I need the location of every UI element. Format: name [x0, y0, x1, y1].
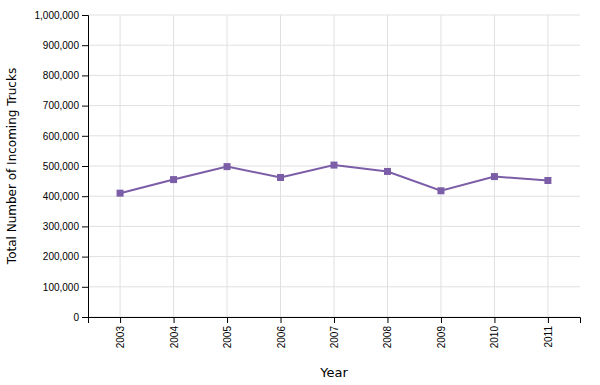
x-grid: [120, 15, 548, 317]
y-tick-label: 1,000,000: [35, 10, 80, 21]
x-tick-mark: [227, 317, 228, 323]
y-tick-mark: [82, 287, 88, 288]
y-tick-label: 300,000: [43, 221, 80, 232]
y-tick-mark: [82, 45, 88, 46]
marker: [331, 162, 338, 169]
x-tick-label: 2010: [489, 326, 500, 349]
x-tick-label: 2009: [436, 326, 447, 349]
y-tick: 400,000: [43, 191, 88, 202]
chart: 2003 2004 2005 2006 2007 2008 2009 2010 2011 0 100…: [0, 0, 600, 385]
x-tick: 2007: [329, 317, 340, 348]
y-tick-mark: [82, 15, 88, 16]
marker: [277, 174, 284, 181]
x-tick-mark: [120, 317, 121, 323]
grid-line: [387, 15, 388, 317]
x-tick: 2008: [382, 317, 393, 348]
y-tick-mark: [82, 75, 88, 76]
grid-line: [120, 15, 121, 317]
grid-line: [547, 15, 548, 317]
y-tick: 800,000: [43, 70, 88, 81]
y-tick-mark: [82, 106, 88, 107]
plot-area: 2003 2004 2005 2006 2007 2008 2009 2010 2011 0 100…: [35, 10, 581, 349]
x-axis: 2003 2004 2005 2006 2007 2008 2009 2010 2011: [89, 317, 581, 348]
y-tick: 700,000: [43, 100, 88, 111]
y-tick: 200,000: [43, 251, 88, 262]
y-tick: 1,000,000: [35, 10, 89, 21]
y-tick: 300,000: [43, 221, 88, 232]
x-tick-label: 2006: [276, 326, 287, 349]
x-tick: 2003: [115, 317, 126, 348]
line: [120, 165, 548, 193]
x-tick: 2004: [169, 317, 180, 348]
marker: [544, 177, 551, 184]
x-tick: 2005: [222, 317, 233, 348]
x-tick-mark: [494, 317, 495, 323]
x-tick-label: 2005: [222, 326, 233, 349]
y-tick-label: 500,000: [43, 161, 80, 172]
x-tick-mark: [441, 317, 442, 323]
y-tick: 900,000: [43, 40, 88, 51]
x-tick: 2011: [543, 317, 554, 348]
y-tick-mark: [82, 317, 88, 318]
x-tick-label: 2003: [115, 326, 126, 349]
y-tick: 500,000: [43, 161, 88, 172]
y-tick-mark: [82, 136, 88, 137]
y-tick: 100,000: [43, 282, 88, 293]
x-tick-mark: [174, 317, 175, 323]
x-axis-line: [89, 318, 581, 324]
y-tick: 600,000: [43, 131, 88, 142]
y-axis: 0 100,000 200,000 300,000 400,000 500,000 600,…: [35, 10, 89, 323]
y-tick-label: 600,000: [43, 131, 80, 142]
x-tick-label: 2011: [543, 326, 554, 348]
y-tick-label: 400,000: [43, 191, 80, 202]
y-axis-line: [82, 16, 89, 318]
y-tick-mark: [82, 257, 88, 258]
marker: [224, 163, 231, 170]
marker: [384, 168, 391, 175]
y-tick-label: 200,000: [43, 251, 80, 262]
grid-line: [440, 15, 441, 317]
series: [117, 162, 552, 197]
x-tick-mark: [387, 317, 388, 323]
y-tick-mark: [82, 226, 88, 227]
marker: [491, 173, 498, 180]
y-tick-label: 700,000: [43, 100, 80, 111]
grid-line: [494, 15, 495, 317]
y-axis-title: Total Number of Incoming Trucks: [5, 68, 19, 265]
x-tick-label: 2007: [329, 326, 340, 349]
grid-line: [280, 15, 281, 317]
x-tick: 2010: [489, 317, 500, 348]
y-grid: [88, 15, 580, 317]
x-tick: 2006: [276, 317, 287, 348]
marker: [437, 187, 444, 194]
y-tick-mark: [82, 196, 88, 197]
x-tick-mark: [548, 317, 549, 323]
x-tick-mark: [334, 317, 335, 323]
x-tick: 2009: [436, 317, 447, 348]
y-tick-label: 0: [73, 312, 79, 323]
y-tick: 0: [73, 312, 88, 323]
x-tick-label: 2004: [169, 326, 180, 349]
x-axis-title: Year: [319, 365, 348, 380]
y-tick-label: 900,000: [43, 40, 80, 51]
y-tick-label: 100,000: [43, 282, 80, 293]
y-tick-mark: [82, 166, 88, 167]
marker: [170, 176, 177, 183]
x-tick-label: 2008: [382, 326, 393, 349]
x-tick-mark: [281, 317, 282, 323]
y-tick-label: 800,000: [43, 70, 80, 81]
grid-line: [173, 15, 174, 317]
marker: [117, 190, 124, 197]
